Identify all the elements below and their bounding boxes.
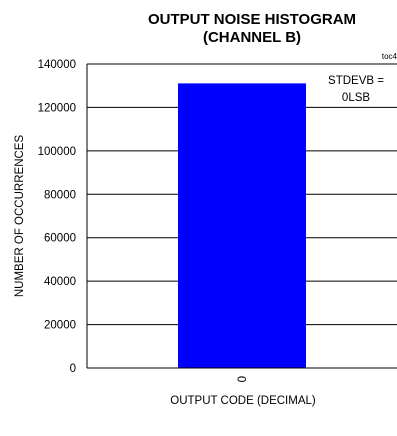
y-axis-label: NUMBER OF OCCURRENCES xyxy=(14,135,26,298)
chart-subtitle: (CHANNEL B) xyxy=(203,29,301,46)
bar-0 xyxy=(178,83,306,369)
y-tick-label: 140000 xyxy=(38,59,76,71)
bars xyxy=(178,83,306,369)
y-tick-label: 0 xyxy=(70,363,76,375)
y-tick-label: 20000 xyxy=(44,320,76,332)
y-tick-label: 60000 xyxy=(44,233,76,245)
y-tick-label: 40000 xyxy=(44,276,76,288)
chart-title: OUTPUT NOISE HISTOGRAM xyxy=(148,11,356,28)
figure-id: toc4 xyxy=(382,52,397,61)
y-tick-label: 120000 xyxy=(38,102,76,114)
x-tick-labels: 0 xyxy=(237,376,249,382)
y-tick-labels: 0 20000 40000 60000 80000 100000 120000 140000 xyxy=(38,59,76,375)
x-axis-label: OUTPUT CODE (DECIMAL) xyxy=(170,395,316,407)
y-tick-label: 100000 xyxy=(38,146,76,158)
x-tick-label: 0 xyxy=(237,376,249,382)
y-tick-label: 80000 xyxy=(44,189,76,201)
stats-annotation-line1: STDEVB = xyxy=(328,75,384,87)
stats-annotation-box xyxy=(311,70,397,106)
stats-annotation-line2: 0LSB xyxy=(342,92,370,104)
